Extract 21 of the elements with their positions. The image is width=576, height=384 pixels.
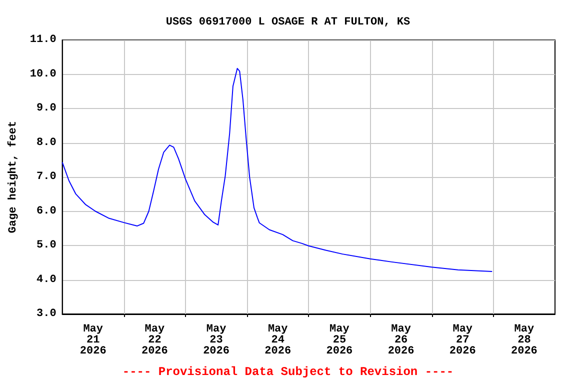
x-tick-label: May 21 2026 bbox=[80, 324, 106, 358]
x-tick-label: May 23 2026 bbox=[203, 324, 230, 358]
y-tick-label: 11.0 bbox=[30, 34, 56, 46]
y-tick-label: 4.0 bbox=[36, 274, 56, 286]
y-tick-label: 9.0 bbox=[36, 102, 56, 114]
x-tick-label: May 27 2026 bbox=[449, 324, 476, 358]
y-axis-title: Gage height, feet bbox=[6, 120, 20, 234]
x-tick-label: May 24 2026 bbox=[264, 324, 292, 358]
y-tick-label: 10.0 bbox=[30, 68, 56, 80]
text: ---- Provisional Data Subject to Revision ---- bbox=[122, 365, 454, 379]
y-tick-label: 8.0 bbox=[36, 136, 56, 149]
chart-title: USGS 06917000 L OSAGE R AT FULTON, KS bbox=[166, 16, 411, 28]
y-tick-label: 3.0 bbox=[36, 308, 56, 320]
line-series bbox=[62, 68, 493, 272]
x-tick-label: May 26 2026 bbox=[388, 324, 414, 358]
y-tick-label: 5.0 bbox=[36, 240, 56, 252]
x-tick-label: May 25 2026 bbox=[326, 324, 353, 358]
x-tick-label: May 22 2026 bbox=[141, 324, 168, 358]
y-tick-label: 6.0 bbox=[36, 205, 56, 218]
y-tick-label: 7.0 bbox=[36, 171, 56, 183]
x-tick-label: May 28 2026 bbox=[511, 324, 538, 358]
